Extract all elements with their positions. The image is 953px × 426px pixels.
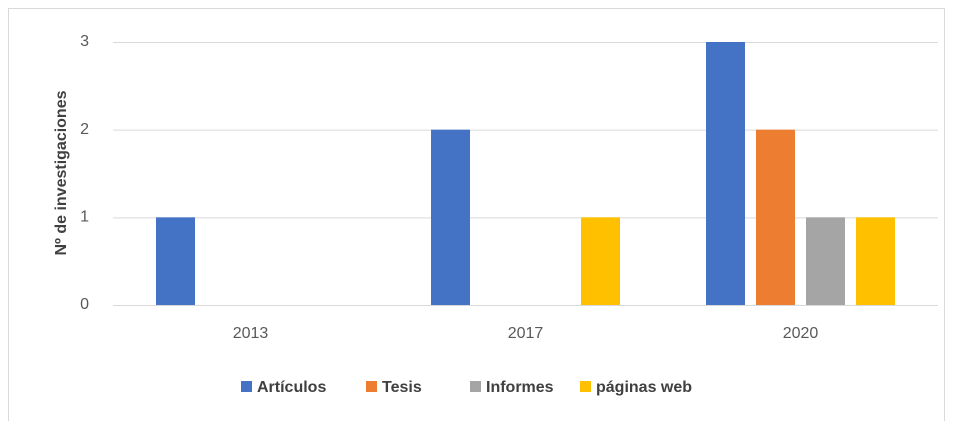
bar: [156, 217, 195, 305]
legend-swatch: [470, 381, 481, 392]
y-tick-label: 1: [80, 209, 89, 226]
y-tick-label: 0: [80, 296, 89, 313]
y-tick-label: 3: [80, 33, 89, 50]
legend-label: Tesis: [382, 379, 422, 396]
x-tick-label: 2017: [508, 325, 544, 342]
y-tick-label: 2: [80, 121, 89, 138]
y-axis-label: Nº de investigaciones: [53, 90, 70, 255]
legend-swatch: [366, 381, 377, 392]
legend-label: Artículos: [257, 379, 326, 396]
bar: [856, 217, 895, 305]
legend-swatch: [580, 381, 591, 392]
legend-label: Informes: [486, 379, 554, 396]
chart-border: [8, 8, 945, 426]
legend-label: páginas web: [596, 379, 692, 396]
x-tick-label: 2020: [783, 325, 819, 342]
legend-swatch: [241, 381, 252, 392]
x-tick-label: 2013: [233, 325, 269, 342]
bar: [581, 217, 620, 305]
bar: [806, 217, 845, 305]
bar: [756, 129, 795, 305]
bar: [431, 129, 470, 305]
bar: [706, 42, 745, 305]
